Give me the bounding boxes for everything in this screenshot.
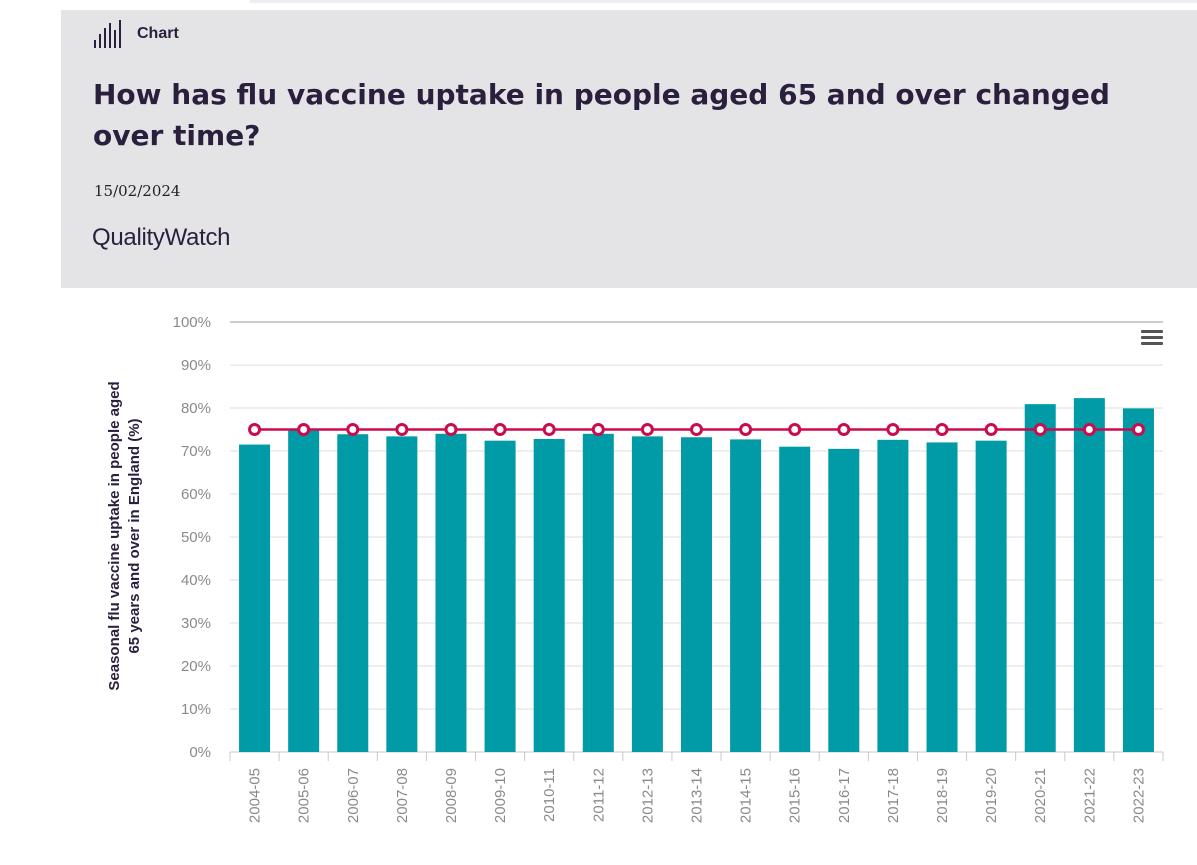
bar	[337, 434, 369, 752]
bar	[828, 448, 860, 752]
chart-card: 0% 10% 20% 30% 40% 50% 60% 70% 80% 90% 100% 2004-0…	[61, 288, 1197, 865]
bar	[288, 429, 320, 752]
x-tick-label: 2015-16	[787, 768, 804, 823]
line-point	[395, 423, 409, 436]
line-point	[542, 423, 556, 436]
y-tick-label: 100%	[173, 314, 211, 331]
line-point	[837, 423, 851, 436]
bar	[730, 439, 762, 752]
bar	[435, 433, 467, 752]
x-tick-label: 2008-09	[443, 768, 460, 823]
y-tick-label: 40%	[181, 572, 211, 589]
bar	[1024, 404, 1056, 752]
x-tick-label: 2006-07	[345, 768, 362, 823]
y-axis-title: Seasonal flu vaccine uptake in people ag…	[106, 381, 143, 690]
line-point	[346, 423, 360, 436]
bar	[877, 439, 909, 752]
line-point	[444, 423, 458, 436]
brand-logo-text: QualityWatch	[92, 224, 231, 251]
y-tick-label: 70%	[181, 443, 211, 460]
bar	[1073, 398, 1105, 752]
x-tick-label: 2007-08	[394, 768, 411, 823]
line-point	[591, 423, 605, 436]
chart-title: How has flu vaccine uptake in people age…	[93, 78, 1110, 152]
bar-chart-icon	[94, 20, 121, 48]
x-tick-label: 2010-11	[541, 768, 558, 822]
publish-date: 15/02/2024	[94, 182, 181, 200]
bar	[779, 446, 811, 752]
line-point	[1131, 423, 1145, 436]
bar	[681, 437, 712, 752]
chart-header: Chart How has flu vaccine uptake in peop…	[61, 10, 1197, 288]
line-point	[1033, 423, 1047, 436]
bar-chart: 0% 10% 20% 30% 40% 50% 60% 70% 80% 90% 100% 2004-0…	[106, 314, 1164, 823]
bar	[1122, 408, 1154, 752]
y-tick-label: 30%	[181, 615, 211, 632]
line-point	[1082, 423, 1096, 436]
content-type-row: Chart	[93, 20, 179, 48]
bar	[975, 440, 1007, 752]
x-tick-label: 2013-14	[689, 768, 706, 823]
y-tick-label: 10%	[181, 701, 211, 718]
x-tick-label: 2020-21	[1032, 768, 1049, 823]
bar	[582, 433, 614, 752]
y-tick-label: 50%	[181, 529, 211, 546]
line-point	[739, 423, 753, 436]
line-point	[886, 423, 900, 436]
line-point	[984, 423, 998, 436]
bar	[533, 438, 565, 752]
line-point	[493, 423, 507, 436]
x-tick-label: 2009-10	[492, 768, 509, 823]
bar	[386, 436, 418, 752]
line-point	[788, 423, 802, 436]
bar	[926, 442, 958, 752]
y-tick-label: 60%	[181, 486, 211, 503]
bar	[631, 436, 663, 752]
bar	[484, 440, 516, 752]
line-point	[640, 423, 654, 436]
x-tick-label: 2022-23	[1130, 768, 1147, 823]
x-tick-label: 2018-19	[934, 768, 951, 823]
y-tick-label: 20%	[181, 658, 211, 675]
x-tick-label: 2011-12	[590, 768, 607, 822]
y-tick-label: 0%	[189, 744, 211, 761]
line-point	[248, 423, 262, 436]
x-tick-label: 2016-17	[836, 768, 853, 823]
x-tick-label: 2014-15	[738, 768, 755, 823]
x-tick-label: 2021-22	[1081, 768, 1098, 823]
x-tick-label: 2019-20	[983, 768, 1000, 823]
line-point	[690, 423, 703, 436]
line-point	[935, 423, 949, 436]
browser-top-edge	[250, 0, 1197, 3]
bar	[239, 444, 271, 752]
x-tick-label: 2017-18	[885, 768, 902, 823]
content-type-label: Chart	[137, 25, 179, 42]
hamburger-menu-icon[interactable]	[1141, 328, 1165, 348]
x-tick-label: 2004-05	[247, 768, 264, 823]
y-tick-label: 80%	[181, 400, 211, 417]
x-tick-label: 2012-13	[639, 768, 656, 823]
line-point	[297, 423, 311, 436]
y-tick-label: 90%	[181, 357, 211, 374]
x-tick-label: 2005-06	[296, 768, 313, 823]
